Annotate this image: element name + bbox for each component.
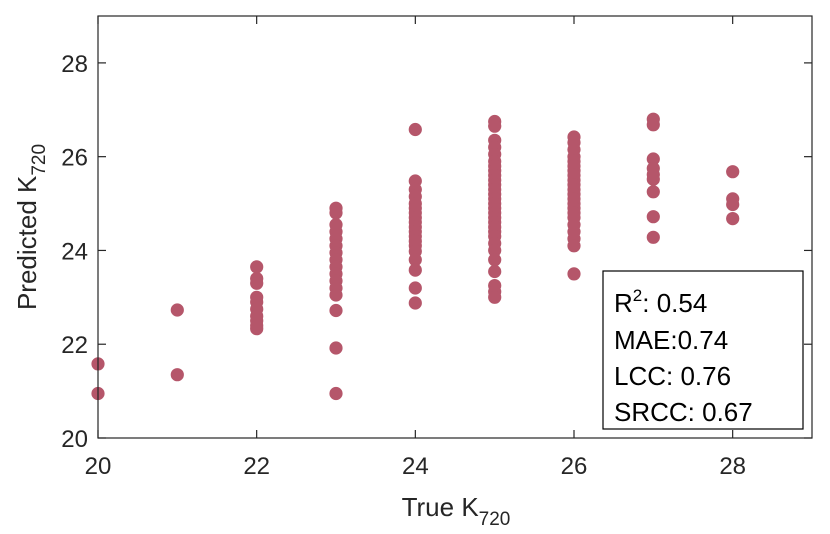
- data-point: [726, 212, 740, 226]
- x-tick-label: 26: [561, 453, 588, 480]
- stat-srcc: SRCC: 0.67: [614, 397, 753, 427]
- x-tick-label: 28: [719, 453, 746, 480]
- data-point: [646, 172, 660, 186]
- data-point: [329, 341, 343, 355]
- data-point: [329, 386, 343, 401]
- stat-lcc: LCC: 0.76: [614, 361, 731, 391]
- stat-r2: R2: 0.54: [614, 286, 707, 318]
- data-point: [329, 288, 343, 302]
- data-point: [488, 119, 502, 133]
- y-tick-label: 24: [61, 238, 88, 265]
- y-axis-label: Predicted K720: [12, 144, 50, 310]
- stat-mae: MAE:0.74: [614, 325, 728, 355]
- x-axis-label: True K720: [402, 492, 511, 530]
- data-point: [567, 267, 581, 281]
- y-tick-label: 26: [61, 145, 88, 172]
- data-point: [488, 290, 502, 304]
- y-tick-label: 22: [61, 332, 88, 359]
- data-point: [250, 260, 264, 274]
- x-tick-label: 22: [243, 453, 270, 480]
- data-point: [250, 322, 264, 336]
- data-point: [329, 303, 343, 318]
- x-tick-label: 20: [85, 453, 112, 480]
- data-point: [408, 281, 422, 295]
- data-point: [646, 185, 660, 199]
- data-point: [646, 210, 660, 224]
- ticks-layer: 20 22 24 26 28 20 22 24 26 28: [61, 16, 812, 480]
- data-point: [646, 230, 660, 244]
- stats-box-frame: [602, 270, 804, 430]
- data-point: [408, 263, 422, 277]
- data-point: [170, 368, 184, 382]
- stats-box: R2: 0.54 MAE:0.74 LCC: 0.76 SRCC: 0.67: [602, 270, 804, 430]
- data-point: [567, 239, 581, 253]
- data-point: [488, 243, 502, 257]
- data-point: [408, 296, 422, 310]
- data-point: [646, 152, 660, 166]
- x-tick-label: 24: [402, 453, 429, 480]
- data-point: [726, 197, 740, 212]
- data-point: [329, 206, 343, 220]
- y-tick-label: 28: [61, 51, 88, 78]
- data-point: [408, 122, 422, 137]
- data-point: [646, 118, 660, 132]
- plot-frame: [97, 15, 813, 439]
- data-point: [488, 253, 502, 267]
- data-point: [488, 264, 502, 279]
- data-point: [726, 165, 740, 179]
- data-point: [250, 276, 264, 290]
- points-layer: [91, 112, 740, 401]
- y-tick-label: 20: [61, 426, 88, 453]
- data-point: [408, 253, 422, 267]
- data-point: [170, 303, 184, 317]
